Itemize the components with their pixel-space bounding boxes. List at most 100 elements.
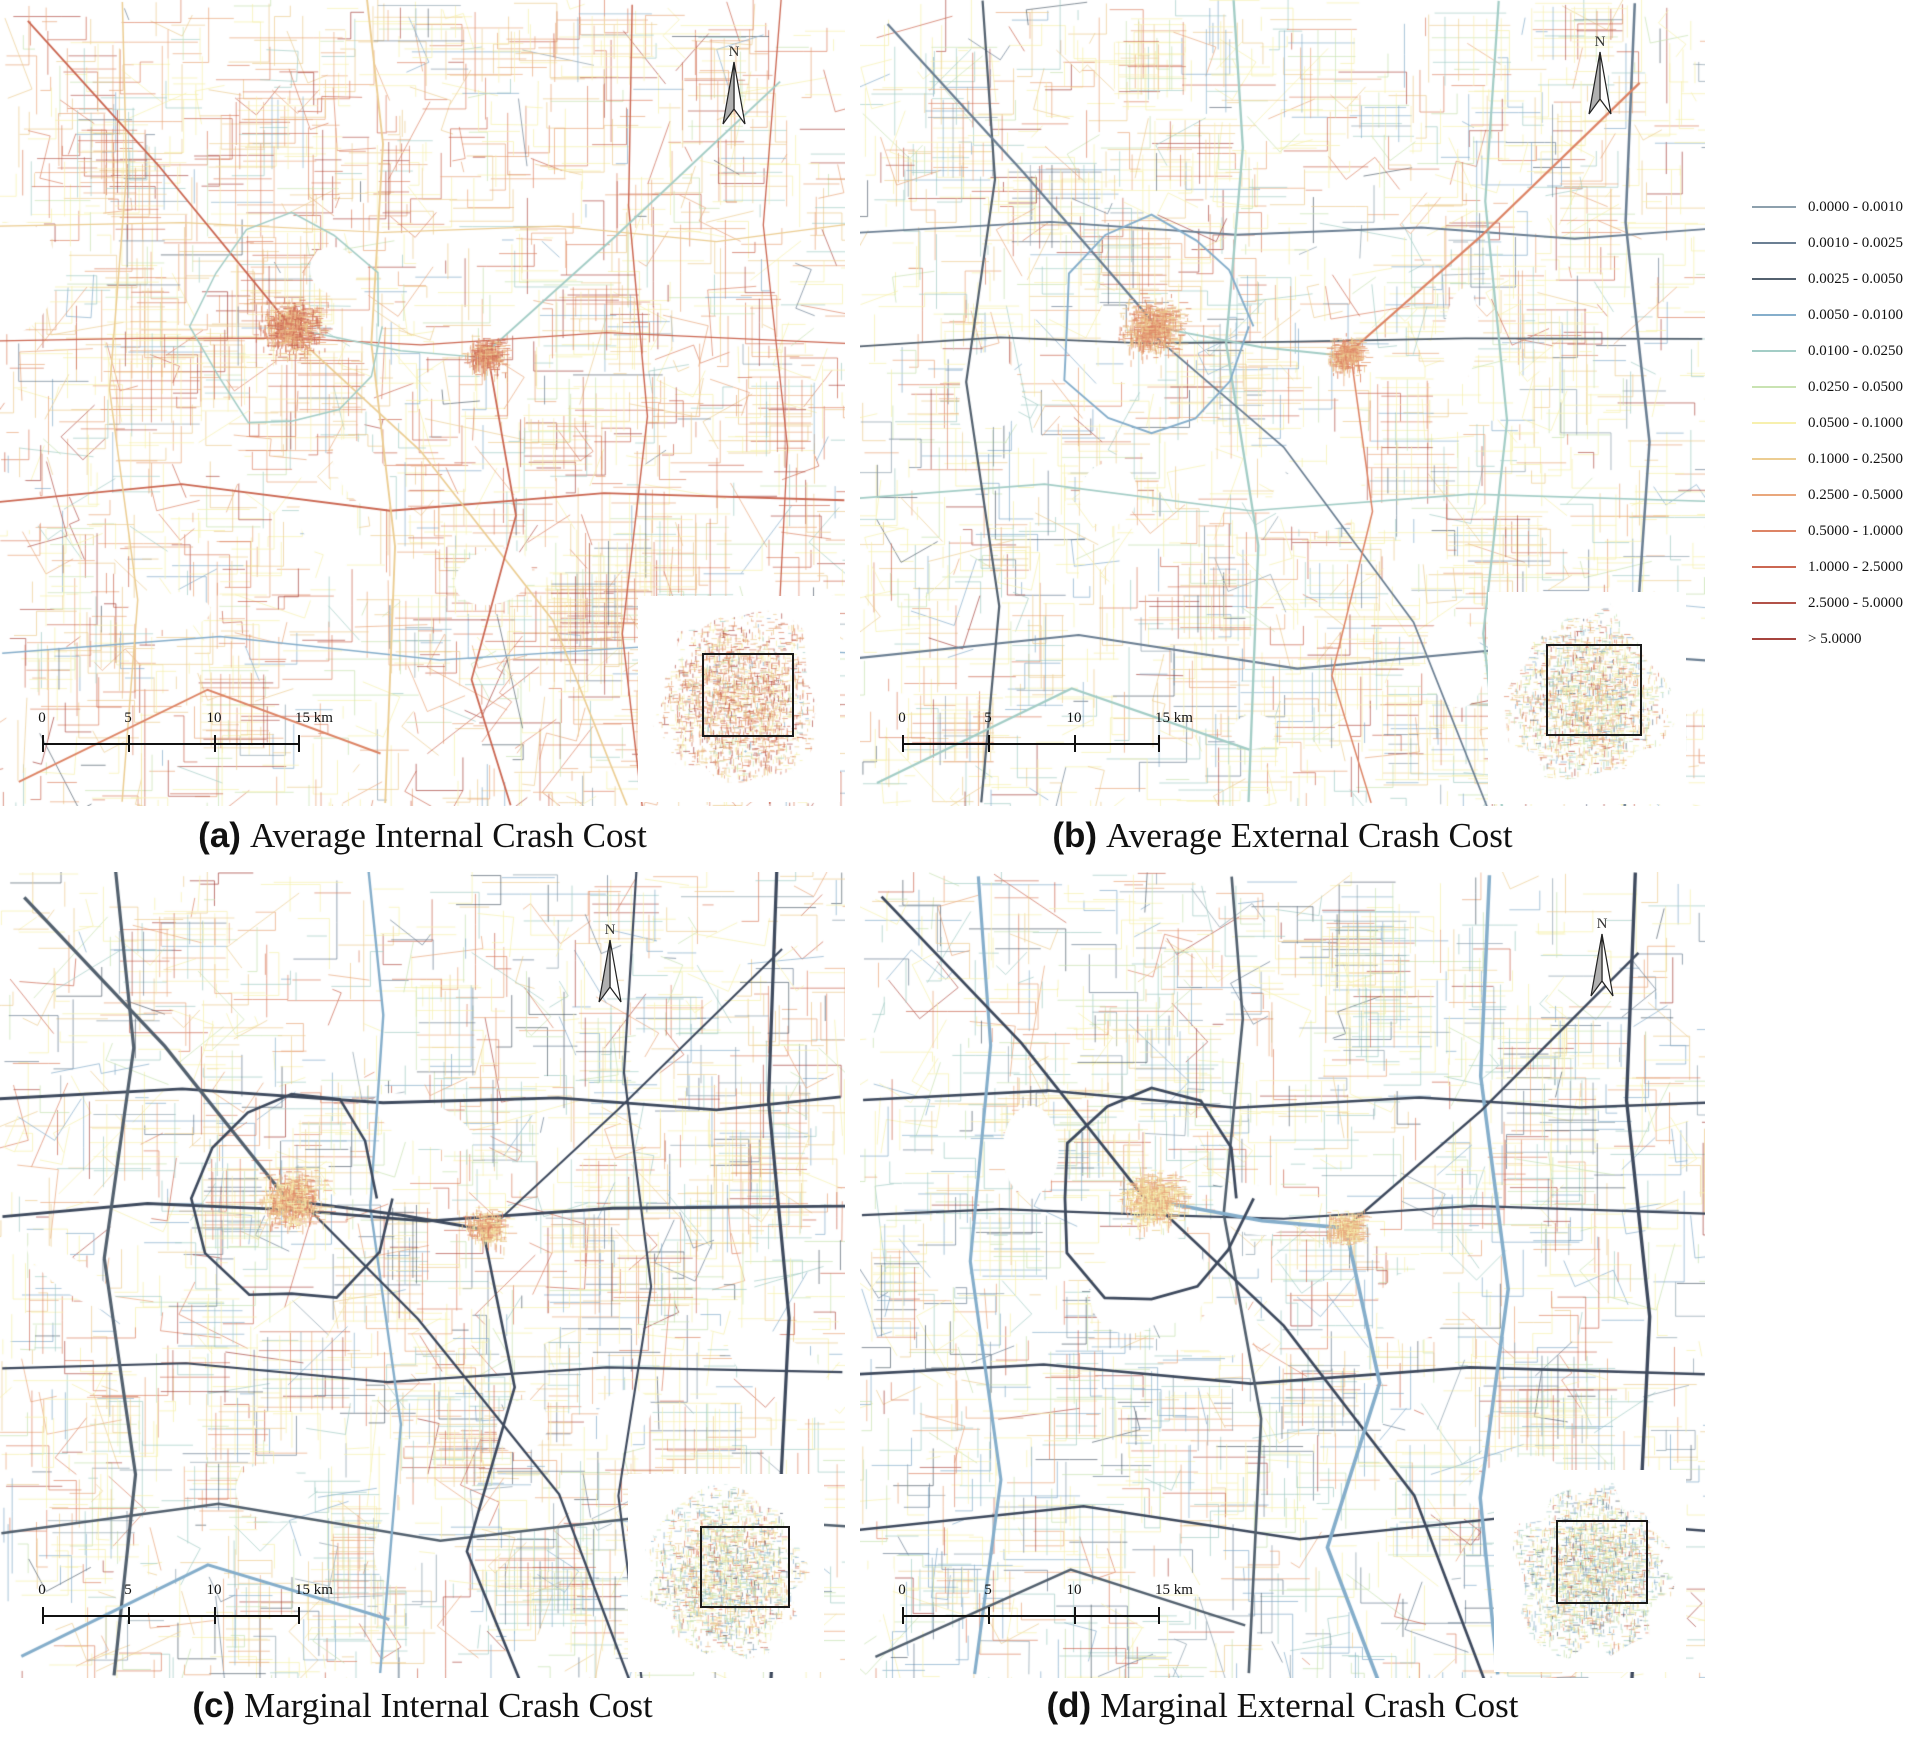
north-arrow-icon: N — [588, 922, 632, 1014]
inset-map-canvas — [1494, 1470, 1686, 1672]
scale-label-15km: 15 km — [295, 710, 333, 726]
caption-marker-d: (d) — [1046, 1686, 1092, 1725]
extent-rectangle — [702, 653, 794, 737]
scale-tick — [902, 735, 904, 752]
north-label: N — [1594, 34, 1606, 50]
caption-text-b: Average External Crash Cost — [1106, 816, 1513, 855]
scale-tick — [1158, 1607, 1160, 1624]
legend: 0.0000 - 0.0010 0.0010 - 0.0025 0.0025 -… — [1752, 196, 1903, 664]
scale-tick — [128, 1607, 130, 1624]
extent-rectangle — [700, 1526, 790, 1608]
legend-item: 0.0500 - 0.1000 — [1752, 412, 1903, 434]
inset-overview-map — [628, 1474, 824, 1672]
legend-range-label: 0.0250 - 0.0500 — [1808, 378, 1903, 395]
scale-tick — [1074, 1607, 1076, 1624]
scale-label-10: 10 — [206, 1582, 222, 1598]
north-arrow-glyph — [1590, 933, 1614, 997]
legend-range-label: 0.2500 - 0.5000 — [1808, 486, 1903, 503]
extent-rectangle — [1556, 1520, 1648, 1604]
legend-range-label: 2.5000 - 5.0000 — [1808, 594, 1903, 611]
scale-label-15km: 15 km — [295, 1582, 333, 1598]
map-panel-a: N 0 5 10 15 km — [0, 0, 845, 806]
scale-label-0: 0 — [38, 1582, 46, 1598]
legend-range-label: 0.0500 - 0.1000 — [1808, 414, 1903, 431]
caption-marker-c: (c) — [192, 1686, 236, 1725]
legend-color-line — [1752, 602, 1796, 604]
caption-text-a: Average Internal Crash Cost — [249, 816, 647, 855]
scale-tick — [214, 1607, 216, 1624]
north-label: N — [1596, 916, 1608, 932]
legend-item: > 5.0000 — [1752, 628, 1903, 650]
caption-text-d: Marginal External Crash Cost — [1100, 1686, 1519, 1725]
legend-range-label: > 5.0000 — [1808, 630, 1862, 647]
scale-tick — [1158, 735, 1160, 752]
inset-overview-map — [1488, 592, 1686, 804]
map-panel-c: N 0 5 10 15 km — [0, 872, 845, 1678]
scale-label-0: 0 — [38, 710, 46, 726]
legend-color-line — [1752, 278, 1796, 280]
scale-label-5: 5 — [984, 1582, 992, 1598]
legend-item: 0.0250 - 0.0500 — [1752, 376, 1903, 398]
inset-map-canvas — [638, 596, 840, 802]
legend-item: 0.0025 - 0.0050 — [1752, 268, 1903, 290]
scale-bar: 0 5 10 15 km — [890, 710, 1210, 756]
legend-item: 0.0100 - 0.0250 — [1752, 340, 1903, 362]
scale-tick — [988, 1607, 990, 1624]
inset-map-canvas — [628, 1474, 824, 1672]
north-arrow-glyph — [722, 61, 746, 125]
legend-item: 0.0010 - 0.0025 — [1752, 232, 1903, 254]
legend-color-line — [1752, 350, 1796, 352]
scale-label-0: 0 — [898, 1582, 906, 1598]
scale-tick — [298, 735, 300, 752]
legend-range-label: 0.0050 - 0.0100 — [1808, 306, 1903, 323]
legend-color-line — [1752, 638, 1796, 640]
north-arrow-icon: N — [1578, 34, 1622, 126]
legend-color-line — [1752, 206, 1796, 208]
north-arrow-glyph — [598, 939, 622, 1003]
scale-bar-line — [902, 1615, 1160, 1617]
legend-color-line — [1752, 494, 1796, 496]
scale-label-0: 0 — [898, 710, 906, 726]
scale-label-5: 5 — [984, 710, 992, 726]
scale-tick — [902, 1607, 904, 1624]
caption-d: (d) Marginal External Crash Cost — [860, 1686, 1705, 1726]
scale-tick — [128, 735, 130, 752]
legend-range-label: 0.0000 - 0.0010 — [1808, 198, 1903, 215]
legend-color-line — [1752, 530, 1796, 532]
north-label: N — [728, 44, 740, 60]
caption-marker-b: (b) — [1052, 816, 1098, 855]
north-arrow-glyph — [1588, 51, 1612, 115]
scale-label-10: 10 — [206, 710, 222, 726]
caption-text-c: Marginal Internal Crash Cost — [244, 1686, 653, 1725]
north-arrow-icon: N — [1580, 916, 1624, 1008]
legend-color-line — [1752, 458, 1796, 460]
north-label: N — [604, 922, 616, 938]
scale-tick — [988, 735, 990, 752]
legend-item: 0.0000 - 0.0010 — [1752, 196, 1903, 218]
legend-color-line — [1752, 242, 1796, 244]
legend-color-line — [1752, 422, 1796, 424]
map-panel-b: N 0 5 10 15 km — [860, 0, 1705, 806]
legend-range-label: 1.0000 - 2.5000 — [1808, 558, 1903, 575]
scale-tick — [214, 735, 216, 752]
inset-overview-map — [1494, 1470, 1686, 1672]
legend-item: 0.0050 - 0.0100 — [1752, 304, 1903, 326]
north-arrow-icon: N — [712, 44, 756, 136]
legend-item: 0.5000 - 1.0000 — [1752, 520, 1903, 542]
scale-bar-line — [42, 1615, 300, 1617]
caption-b: (b) Average External Crash Cost — [860, 816, 1705, 856]
caption-marker-a: (a) — [198, 816, 241, 855]
caption-a: (a) Average Internal Crash Cost — [0, 816, 845, 856]
scale-tick — [1074, 735, 1076, 752]
scale-label-5: 5 — [124, 710, 132, 726]
scale-label-10: 10 — [1066, 710, 1082, 726]
legend-color-line — [1752, 566, 1796, 568]
extent-rectangle — [1546, 644, 1642, 736]
scale-label-5: 5 — [124, 1582, 132, 1598]
legend-range-label: 0.0100 - 0.0250 — [1808, 342, 1903, 359]
legend-item: 1.0000 - 2.5000 — [1752, 556, 1903, 578]
legend-range-label: 0.0010 - 0.0025 — [1808, 234, 1903, 251]
scale-bar: 0 5 10 15 km — [890, 1582, 1210, 1628]
legend-item: 0.1000 - 0.2500 — [1752, 448, 1903, 470]
